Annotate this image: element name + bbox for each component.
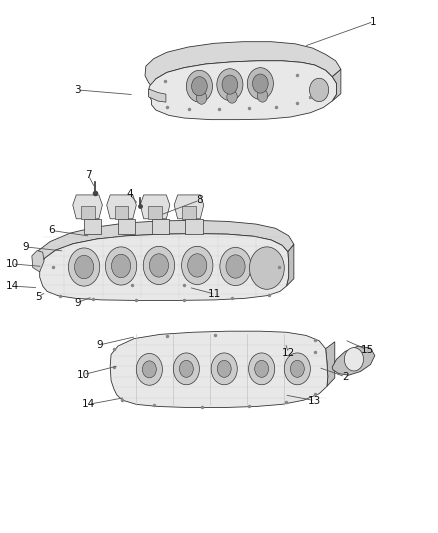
Circle shape [182, 246, 213, 285]
Polygon shape [148, 61, 336, 119]
Circle shape [74, 255, 94, 279]
Polygon shape [325, 342, 335, 386]
Polygon shape [185, 219, 203, 233]
Text: 14: 14 [82, 399, 95, 409]
Text: 10: 10 [77, 370, 90, 379]
Text: 5: 5 [35, 292, 42, 302]
Circle shape [180, 360, 193, 377]
Text: 7: 7 [85, 171, 92, 180]
Polygon shape [148, 89, 166, 102]
Text: 15: 15 [360, 345, 374, 355]
Polygon shape [40, 233, 289, 301]
Circle shape [222, 75, 238, 94]
Circle shape [227, 91, 237, 103]
Polygon shape [332, 346, 375, 375]
Text: 3: 3 [74, 85, 81, 95]
Text: 10: 10 [6, 259, 19, 269]
Polygon shape [32, 251, 44, 272]
Circle shape [142, 361, 156, 378]
Text: 4: 4 [127, 189, 133, 199]
Circle shape [284, 353, 311, 385]
Polygon shape [148, 206, 162, 219]
Polygon shape [84, 219, 102, 233]
Circle shape [344, 348, 364, 371]
Polygon shape [81, 206, 95, 219]
Circle shape [254, 360, 268, 377]
Polygon shape [140, 195, 170, 219]
Circle shape [290, 360, 304, 377]
Text: 1: 1 [370, 17, 377, 27]
Polygon shape [110, 331, 328, 408]
Circle shape [196, 92, 207, 104]
Circle shape [220, 247, 251, 286]
Text: 9: 9 [96, 340, 102, 350]
Polygon shape [174, 195, 204, 219]
Circle shape [249, 353, 275, 385]
Circle shape [247, 68, 273, 100]
Circle shape [226, 255, 245, 278]
Text: 14: 14 [6, 281, 19, 291]
Circle shape [149, 254, 169, 277]
Text: 8: 8 [196, 195, 203, 205]
Polygon shape [73, 195, 102, 219]
Circle shape [143, 246, 175, 285]
Text: 2: 2 [342, 372, 349, 382]
Circle shape [173, 353, 199, 385]
Circle shape [112, 254, 131, 278]
Circle shape [211, 353, 237, 385]
Circle shape [257, 90, 268, 102]
Polygon shape [332, 69, 341, 101]
Polygon shape [33, 220, 294, 266]
Polygon shape [145, 42, 341, 86]
Text: 9: 9 [74, 297, 81, 308]
Polygon shape [286, 244, 294, 286]
Circle shape [310, 78, 328, 102]
Polygon shape [107, 195, 136, 219]
Circle shape [217, 360, 231, 377]
Circle shape [136, 353, 162, 385]
Polygon shape [115, 206, 128, 219]
Circle shape [253, 74, 268, 93]
Circle shape [186, 70, 212, 102]
Circle shape [191, 77, 207, 96]
Text: 12: 12 [282, 348, 295, 358]
Polygon shape [152, 219, 169, 233]
Polygon shape [182, 206, 196, 219]
Circle shape [217, 69, 243, 101]
Circle shape [106, 247, 137, 285]
Polygon shape [118, 219, 135, 233]
Circle shape [68, 248, 100, 286]
Text: 9: 9 [22, 242, 28, 252]
Text: 6: 6 [48, 225, 55, 236]
Circle shape [187, 254, 207, 277]
Text: 11: 11 [208, 289, 221, 299]
Text: 13: 13 [308, 395, 321, 406]
Circle shape [250, 247, 284, 289]
